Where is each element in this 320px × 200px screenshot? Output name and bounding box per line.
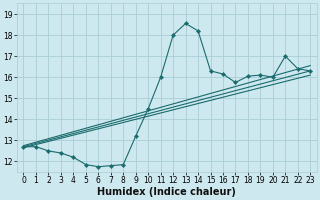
X-axis label: Humidex (Indice chaleur): Humidex (Indice chaleur) — [98, 187, 236, 197]
